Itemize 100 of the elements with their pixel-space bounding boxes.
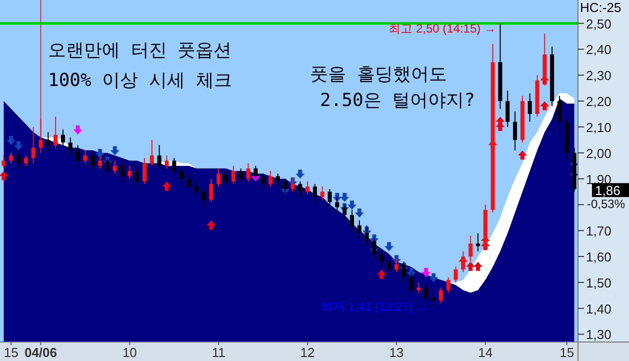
candlestick xyxy=(54,116,58,148)
point xyxy=(354,208,364,218)
candlestick xyxy=(164,154,169,169)
candlestick xyxy=(157,144,162,169)
candlestick xyxy=(342,204,347,221)
candlestick xyxy=(357,220,362,239)
text: 1,86 xyxy=(595,183,620,198)
candlestick xyxy=(320,186,324,200)
x-tick-label: 13 xyxy=(389,345,404,360)
y-tick-label: 2,40 xyxy=(586,42,612,58)
candlestick xyxy=(194,180,198,195)
candlestick xyxy=(513,110,518,151)
candlestick xyxy=(202,188,206,208)
y-tick-label: 1,50 xyxy=(586,275,612,290)
candlestick xyxy=(468,235,473,262)
point xyxy=(347,200,356,210)
candlestick xyxy=(38,118,43,154)
candlestick xyxy=(76,144,80,166)
candlestick xyxy=(98,154,102,169)
x-tick-label: 15 xyxy=(560,345,574,360)
point xyxy=(296,170,305,179)
candlestick xyxy=(246,162,250,182)
candlestick xyxy=(461,250,466,273)
text: -0,53% xyxy=(587,197,626,212)
candlestick xyxy=(387,256,392,276)
y-tick-label: 1,30 xyxy=(586,327,612,342)
annotation: 최고 2,50 (14:15) → xyxy=(388,21,496,36)
candlestick xyxy=(150,139,154,166)
candlestick xyxy=(298,180,302,198)
candlestick xyxy=(24,154,28,166)
candlestick xyxy=(9,152,14,164)
point xyxy=(540,101,550,110)
point xyxy=(162,182,172,191)
x-tick-label: 11 xyxy=(212,345,226,360)
y-tick-label: 2,30 xyxy=(586,68,612,84)
candlestick xyxy=(350,209,354,232)
point xyxy=(14,141,24,150)
point xyxy=(429,273,438,282)
candlestick xyxy=(224,170,228,184)
candlestick xyxy=(172,158,176,174)
candlestick xyxy=(46,132,50,151)
x-tick-label: 10 xyxy=(122,345,137,360)
annotation: 오랜만에 터진 풋옵션 xyxy=(48,40,232,61)
point xyxy=(110,146,120,156)
candlestick xyxy=(231,165,236,184)
y-tick-label: 1,70 xyxy=(586,224,612,239)
point xyxy=(384,242,394,252)
y-tick-label: 1,60 xyxy=(586,250,612,264)
candlestick xyxy=(142,158,146,184)
point xyxy=(96,148,105,158)
point xyxy=(6,136,16,145)
candlestick xyxy=(312,183,317,203)
point xyxy=(377,270,386,279)
point xyxy=(473,262,482,271)
candlestick xyxy=(446,276,450,294)
candlestick xyxy=(364,224,369,247)
candlestick xyxy=(276,173,280,188)
candlestick xyxy=(506,90,510,128)
candlestick xyxy=(306,180,310,195)
candlestick xyxy=(528,92,532,122)
point xyxy=(466,262,476,271)
point xyxy=(422,268,431,278)
candlestick xyxy=(283,178,288,195)
candlestick xyxy=(454,266,458,283)
y-tick-label: 2,50 xyxy=(586,16,612,32)
candlestick xyxy=(209,178,214,203)
candlestick xyxy=(335,196,340,213)
y-tick-label: 1,40 xyxy=(586,301,612,316)
x-tick-label: 14 xyxy=(478,345,493,360)
text: HC:-25 xyxy=(580,0,622,15)
candlestick xyxy=(409,272,414,294)
point xyxy=(0,171,8,180)
candlestick xyxy=(68,136,72,156)
annotation: 최저 1,41 (13:27) → xyxy=(320,300,428,314)
candlestick xyxy=(186,173,191,190)
x-tick-label: 12 xyxy=(300,345,315,360)
y-tick-label: 2,20 xyxy=(586,94,612,110)
annotation: 풋을 홀딩했어도 xyxy=(310,64,447,85)
candlestick xyxy=(557,95,562,133)
candlestick xyxy=(372,238,376,260)
candlestick xyxy=(2,154,6,169)
candlestick xyxy=(16,152,21,169)
candlestick xyxy=(476,232,480,252)
y-tick-label: 2,00 xyxy=(586,146,612,161)
candlestick xyxy=(105,158,110,177)
point xyxy=(73,126,82,135)
candlestick xyxy=(135,168,140,188)
candlestick xyxy=(128,165,132,180)
candlestick xyxy=(238,168,243,182)
candlestick xyxy=(83,150,88,164)
candlestick xyxy=(416,282,421,294)
point xyxy=(518,150,527,160)
point xyxy=(340,192,350,202)
candlestick xyxy=(254,165,258,180)
candlestick xyxy=(290,178,295,192)
annotation: 100% 이상 시세 체크 xyxy=(48,70,232,91)
candlestick xyxy=(328,188,332,208)
candlestick xyxy=(90,152,95,172)
candlestick xyxy=(432,292,436,306)
x-tick-label: 15 xyxy=(4,345,18,360)
